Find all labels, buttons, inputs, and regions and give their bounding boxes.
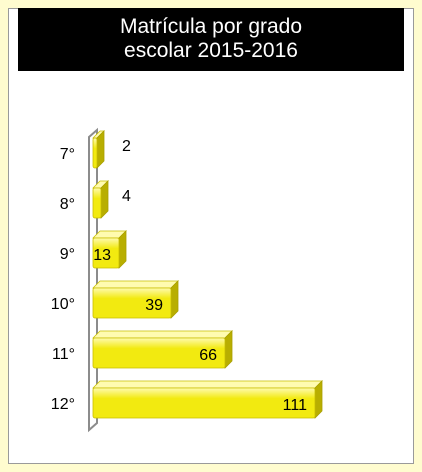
chart-title-line-1: Matrícula por grado (119, 15, 303, 38)
bar-side-face (118, 230, 127, 269)
data-label: 111 (283, 397, 307, 414)
data-label: 66 (199, 347, 217, 364)
bar-top-face (92, 380, 323, 389)
bar (92, 237, 120, 269)
bar (92, 387, 316, 419)
bar (92, 287, 172, 319)
bar (92, 337, 226, 369)
bar-top-face (92, 280, 179, 289)
chart-title-line-2: escolar 2015-2016 (124, 39, 298, 62)
chart-title: Matrícula por grado escolar 2015-2016 (18, 8, 404, 71)
data-label: 13 (93, 247, 111, 264)
bar-side-face (100, 180, 109, 219)
category-label: 9° (60, 246, 75, 263)
category-label: 11° (52, 346, 75, 363)
category-label: 10° (51, 296, 75, 313)
bar-side-face (314, 380, 323, 419)
bar (92, 137, 98, 169)
bar-side-face (224, 330, 233, 369)
axis-wall (88, 127, 98, 433)
category-label: 12° (51, 396, 75, 413)
bar-side-face (170, 280, 179, 319)
data-label: 2 (122, 138, 131, 155)
category-label: 7° (60, 146, 75, 163)
bar (92, 187, 102, 219)
bar-side-face (96, 130, 105, 169)
data-label: 39 (145, 297, 163, 314)
category-label: 8° (60, 196, 75, 213)
data-label: 4 (122, 188, 131, 205)
bar-top-face (92, 330, 233, 339)
